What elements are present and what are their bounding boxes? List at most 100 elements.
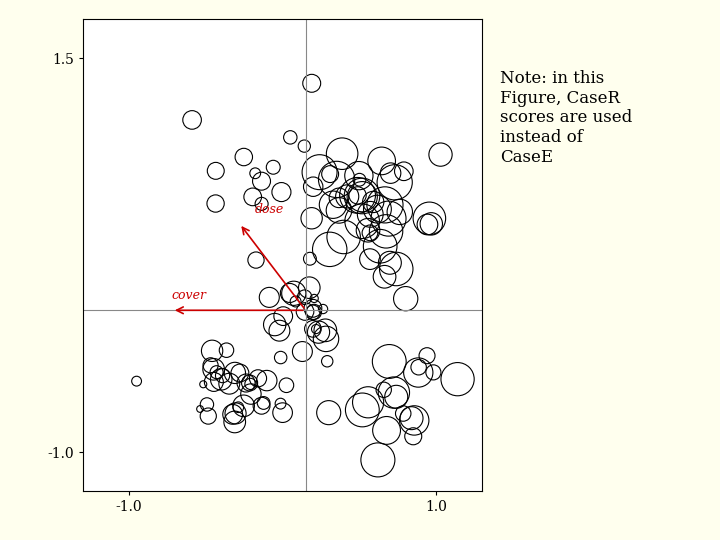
Point xyxy=(362,226,374,234)
Point xyxy=(374,242,386,251)
Point xyxy=(249,169,261,178)
Point xyxy=(428,368,439,377)
Point xyxy=(384,259,395,267)
Point xyxy=(406,414,418,422)
Point xyxy=(364,228,376,237)
Point xyxy=(364,255,376,264)
Point xyxy=(381,426,392,435)
Point xyxy=(252,374,264,383)
Point xyxy=(378,386,390,394)
Point xyxy=(269,320,281,329)
Point xyxy=(333,206,345,215)
Point xyxy=(229,369,240,377)
Point xyxy=(277,408,289,417)
Point xyxy=(376,157,387,165)
Point xyxy=(217,372,228,380)
Point xyxy=(353,171,364,180)
Point xyxy=(208,377,220,386)
Point xyxy=(389,178,400,187)
Point xyxy=(390,393,402,401)
Point xyxy=(331,175,343,184)
Point xyxy=(210,199,221,208)
Point xyxy=(324,245,336,254)
Point xyxy=(238,153,250,161)
Point xyxy=(246,390,257,399)
Point xyxy=(251,256,262,265)
Point xyxy=(229,417,240,426)
Point xyxy=(215,375,227,383)
Point xyxy=(238,402,249,410)
Point xyxy=(275,353,287,362)
Point xyxy=(394,207,405,216)
Point xyxy=(356,192,368,201)
Point xyxy=(256,177,267,186)
Point xyxy=(336,150,348,158)
Point xyxy=(408,432,419,441)
Point xyxy=(380,227,392,235)
Point xyxy=(306,214,318,222)
Point xyxy=(308,294,320,303)
Point xyxy=(221,346,233,354)
Point xyxy=(307,304,319,313)
Point xyxy=(194,404,206,413)
Point xyxy=(400,294,411,303)
Point xyxy=(204,361,216,369)
Point xyxy=(207,347,218,355)
Point xyxy=(383,214,395,223)
Point xyxy=(290,297,302,306)
Point xyxy=(233,403,244,411)
Point xyxy=(211,368,222,376)
Point xyxy=(307,308,319,316)
Point xyxy=(372,205,383,213)
Point xyxy=(356,192,368,200)
Point xyxy=(320,335,332,343)
Point xyxy=(325,170,336,178)
Point xyxy=(379,273,390,281)
Point xyxy=(314,168,325,177)
Point xyxy=(288,289,300,298)
Point xyxy=(256,199,267,208)
Point xyxy=(284,133,296,141)
Point xyxy=(234,369,246,377)
Point xyxy=(321,357,333,366)
Point xyxy=(267,163,279,172)
Point xyxy=(364,210,376,219)
Point xyxy=(356,406,368,414)
Point xyxy=(276,188,287,197)
Point xyxy=(256,401,267,410)
Point xyxy=(304,284,315,292)
Point xyxy=(299,142,310,151)
Point xyxy=(307,325,319,333)
Point xyxy=(421,352,433,360)
Point xyxy=(244,379,256,387)
Point xyxy=(197,380,209,389)
Point xyxy=(367,198,379,206)
Point xyxy=(397,409,409,418)
Point xyxy=(264,293,275,302)
Point xyxy=(277,312,289,320)
Text: Note: in this
Figure, CaseR
scores are used
instead of
CaseE: Note: in this Figure, CaseR scores are u… xyxy=(500,70,633,166)
Point xyxy=(227,410,238,418)
Point xyxy=(398,167,410,176)
Point xyxy=(341,192,353,201)
Point xyxy=(281,381,292,389)
Point xyxy=(186,116,198,124)
Point xyxy=(333,193,345,202)
Point xyxy=(408,416,420,425)
Point xyxy=(275,400,287,408)
Point xyxy=(318,305,329,313)
Point xyxy=(131,377,143,386)
Point xyxy=(312,328,324,336)
Point xyxy=(299,293,310,301)
Point xyxy=(210,166,222,175)
Point xyxy=(423,214,435,222)
Point xyxy=(297,347,308,356)
Point xyxy=(338,233,349,241)
Point xyxy=(284,289,296,298)
Point xyxy=(304,254,315,263)
Point xyxy=(261,376,273,385)
Point xyxy=(413,363,424,372)
Point xyxy=(327,200,338,209)
Point xyxy=(310,325,322,333)
Point xyxy=(258,399,269,407)
